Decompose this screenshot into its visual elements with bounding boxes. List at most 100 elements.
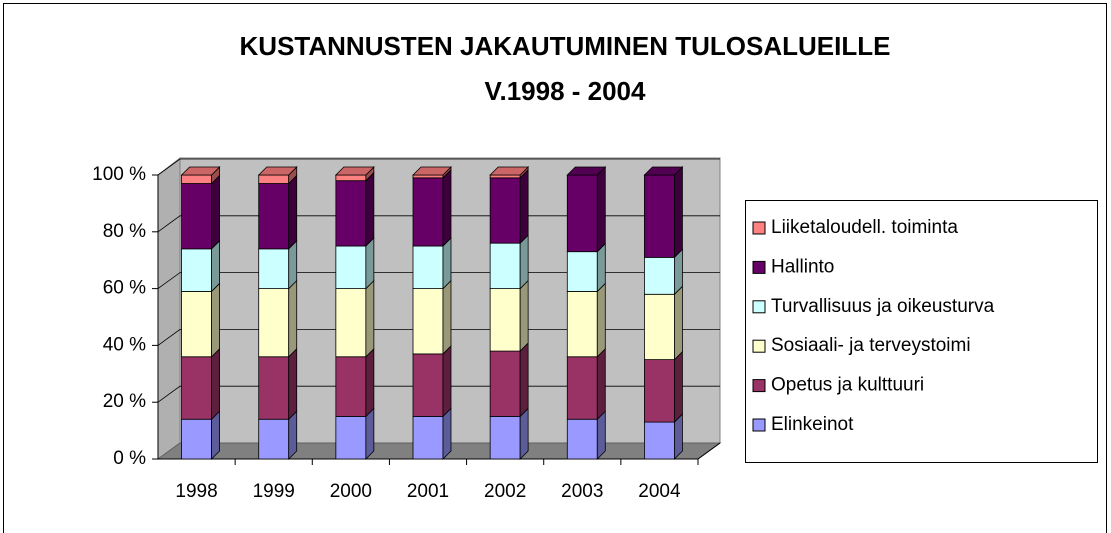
- bar-side: [596, 166, 606, 253]
- bar-top: [643, 166, 684, 176]
- y-tick-label: 80 %: [103, 221, 146, 242]
- legend-label: Opetus ja kulttuuri: [771, 375, 924, 396]
- bar-side: [288, 347, 298, 421]
- bar: [258, 183, 290, 250]
- bar: [181, 418, 212, 460]
- bar: [644, 293, 675, 360]
- legend-swatch: [752, 221, 766, 235]
- bar: [489, 242, 521, 290]
- x-axis-depth: [697, 442, 721, 460]
- bar-side: [365, 237, 375, 290]
- bar-side: [519, 234, 529, 290]
- bar-side: [519, 168, 529, 245]
- x-tick-label: 2002: [484, 481, 526, 502]
- bar-side: [674, 166, 683, 259]
- bar: [258, 248, 290, 289]
- bar: [566, 251, 598, 292]
- bar-side: [674, 350, 683, 424]
- bar: [412, 177, 444, 247]
- bar-top: [180, 166, 221, 176]
- bar: [489, 288, 521, 352]
- bar: [566, 174, 598, 253]
- bar: [489, 177, 521, 244]
- bar-side: [288, 279, 298, 358]
- bar: [258, 174, 290, 184]
- legend-label: Elinkeinot: [771, 414, 854, 435]
- bar-top: [257, 166, 298, 176]
- y-tick-label: 60 %: [103, 278, 146, 299]
- y-tick-label: 0 %: [113, 448, 146, 469]
- legend-label: Turvallisuus ja oikeusturva: [771, 296, 995, 317]
- legend-swatch: [752, 379, 766, 393]
- x-tick-label: 1998: [175, 481, 217, 502]
- bar-top: [489, 166, 530, 176]
- y-tick-label: 20 %: [103, 391, 146, 412]
- legend-swatch: [752, 339, 766, 353]
- bar: [181, 248, 212, 292]
- bar-side: [519, 407, 529, 460]
- bar: [489, 174, 521, 179]
- bar: [566, 356, 598, 420]
- bar-side: [596, 282, 606, 358]
- bar: [644, 174, 675, 258]
- bar: [335, 174, 367, 182]
- bar-top: [334, 166, 375, 176]
- bar-side: [674, 285, 683, 361]
- bar: [412, 415, 444, 460]
- grid-line: [157, 328, 720, 346]
- legend-swatch: [752, 418, 766, 432]
- bar: [412, 245, 444, 289]
- grid-line: [157, 272, 720, 289]
- bar-side: [442, 407, 452, 460]
- bar-side: [442, 344, 452, 418]
- chart-title: KUSTANNUSTEN JAKAUTUMINEN TULOSALUEILLE: [240, 31, 891, 61]
- bar-side: [211, 347, 220, 421]
- chart-title: V.1998 - 2004: [485, 76, 647, 106]
- bar: [566, 418, 598, 460]
- x-tick-label: 2000: [330, 481, 372, 502]
- legend-label: Sosiaali- ja terveystoimi: [771, 335, 971, 356]
- grid-line: [157, 158, 720, 176]
- grid-line: [157, 385, 720, 403]
- y-tick-label: 40 %: [103, 334, 146, 355]
- bar-side: [211, 174, 220, 250]
- bar: [489, 350, 521, 417]
- legend-label: Hallinto: [771, 256, 834, 277]
- bar: [258, 356, 290, 420]
- bar-side: [596, 347, 606, 421]
- bar: [566, 291, 598, 358]
- bar: [412, 174, 444, 179]
- bar: [644, 359, 675, 423]
- bar-top: [566, 166, 607, 176]
- bar-side: [288, 174, 298, 250]
- bar-side: [442, 168, 452, 247]
- bar: [412, 288, 444, 355]
- bar: [412, 353, 444, 417]
- bar-side: [442, 237, 452, 290]
- legend-label: Liiketaloudell. toiminta: [771, 217, 958, 238]
- bar: [489, 415, 521, 460]
- bar: [335, 180, 367, 247]
- bar-side: [365, 407, 375, 460]
- bar-side: [519, 342, 529, 418]
- x-tick-label: 2004: [638, 481, 681, 502]
- bar: [335, 415, 367, 460]
- bar-side: [365, 279, 375, 358]
- x-tick-label: 2003: [561, 481, 603, 502]
- bar: [181, 174, 212, 184]
- bar-side: [365, 171, 375, 247]
- bar: [335, 356, 367, 417]
- bar: [258, 418, 290, 460]
- bar-side: [442, 279, 452, 355]
- bar: [181, 356, 212, 420]
- legend-swatch: [752, 260, 766, 274]
- bar: [181, 291, 212, 358]
- bar-top: [412, 166, 452, 176]
- bar: [335, 245, 367, 289]
- bar: [258, 288, 290, 358]
- bar-side: [211, 239, 220, 293]
- bar: [181, 183, 212, 250]
- bar: [644, 256, 675, 295]
- y-tick-label: 100 %: [92, 164, 146, 185]
- bar: [644, 421, 675, 460]
